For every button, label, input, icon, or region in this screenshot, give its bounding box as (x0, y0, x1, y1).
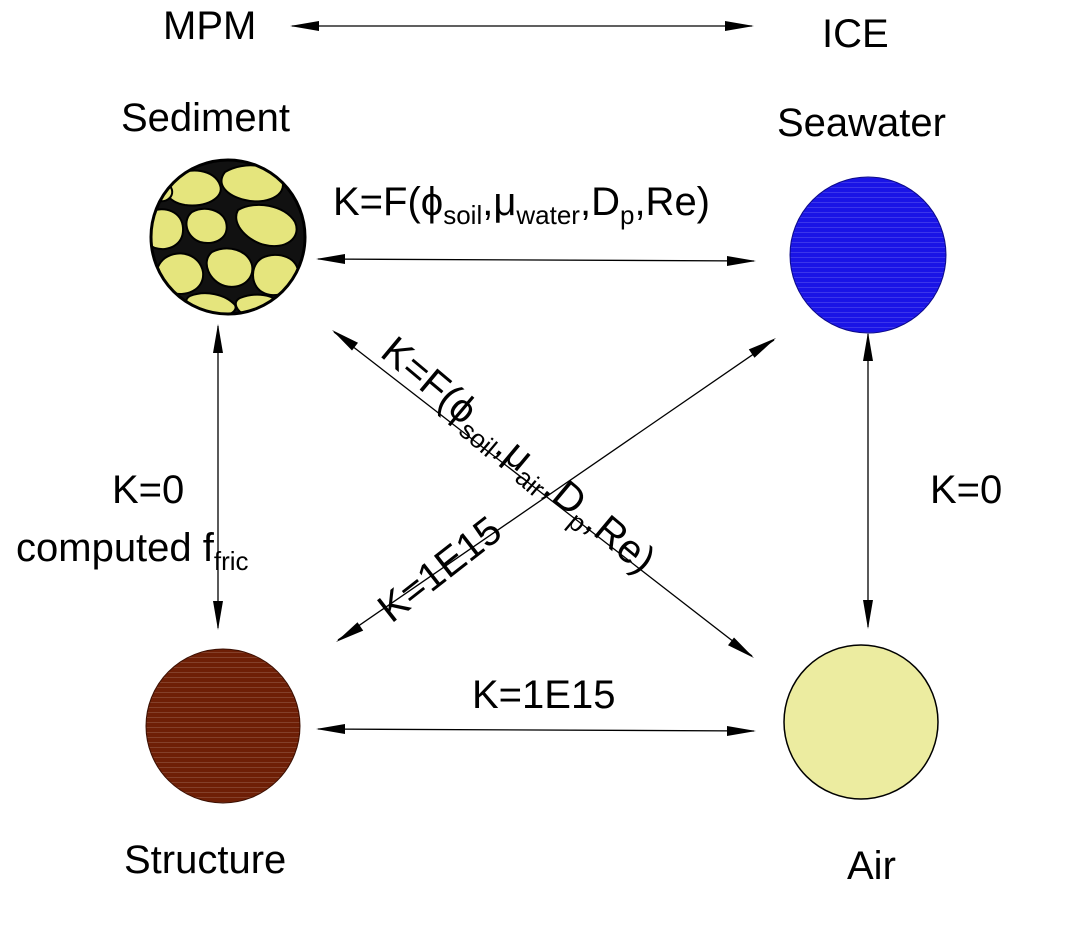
mpm-label: MPM (163, 4, 257, 48)
seawater-air-coupling-label: K=0 (930, 468, 1003, 512)
sediment-structure-coupling-label: K=0 (112, 468, 185, 512)
structure-seawater-arrow (336, 338, 776, 642)
formula-sub-soil: soil (443, 200, 483, 230)
formula-mu: ,μ (482, 180, 517, 224)
formula-prefix: K=F( (333, 180, 421, 224)
structure-air-arrow (316, 724, 756, 736)
structure-circle (145, 648, 301, 804)
friction-label: computed ffric (16, 528, 249, 574)
sediment-circle (149, 158, 307, 316)
sediment-label: Sediment (121, 96, 290, 140)
sediment-seawater-coupling-label: K=F(ϕsoil,μwater,Dp,Re) (333, 182, 710, 228)
formula-sub-water: water (516, 200, 580, 230)
air-circle (783, 644, 939, 800)
friction-sub: fric (213, 546, 249, 576)
seawater-label: Seawater (777, 101, 946, 145)
sediment-structure-arrow (213, 324, 223, 630)
sediment-air-arrow (332, 330, 754, 658)
seawater-circle (789, 176, 947, 334)
mpm-ice-arrow (290, 21, 754, 31)
formula-d: ,D (579, 180, 620, 224)
friction-prefix: computed f (16, 526, 214, 570)
formula-suffix: ,Re) (634, 180, 711, 224)
structure-label: Structure (124, 838, 287, 882)
formula-sub-p: p (619, 200, 635, 230)
structure-air-coupling-label: K=1E15 (472, 673, 616, 717)
seawater-air-arrow (863, 332, 873, 629)
sediment-seawater-arrow (316, 254, 756, 266)
ice-label: ICE (822, 12, 889, 56)
air-label: Air (847, 844, 896, 888)
formula-phi: ϕ (420, 180, 444, 224)
